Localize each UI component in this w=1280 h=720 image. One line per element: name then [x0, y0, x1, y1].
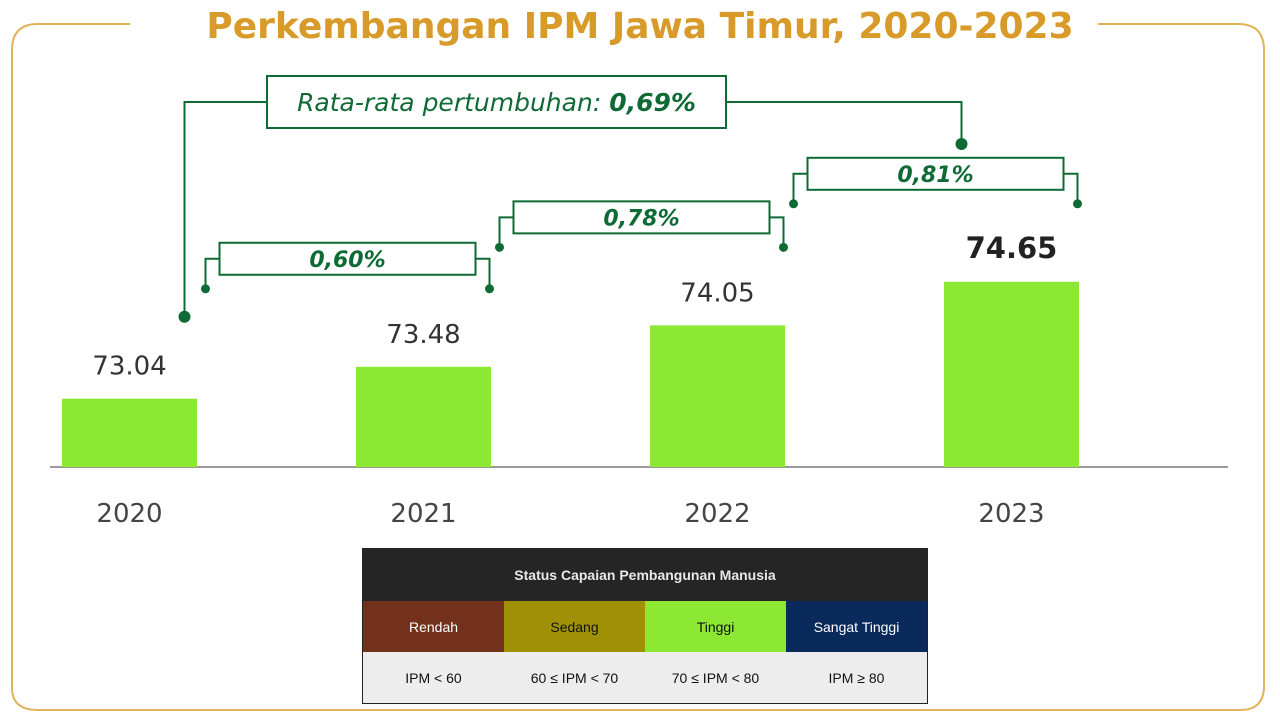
average-dot-left — [178, 310, 191, 323]
growth-box-0 — [218, 241, 477, 276]
frame-border — [11, 23, 1265, 711]
value-label-2022: 74.05 — [680, 278, 754, 308]
value-label-2023: 74.65 — [966, 231, 1058, 265]
tick-label-2022: 2022 — [684, 499, 750, 529]
growth-dot-left-0 — [201, 284, 210, 294]
average-dot-right — [955, 138, 968, 150]
growth-box-2 — [806, 156, 1065, 191]
growth-connector-left-2 — [792, 172, 808, 204]
legend-category-sedang: Sedang — [504, 601, 645, 652]
chart-title: Perkembangan IPM Jawa Timur, 2020-2023 — [206, 6, 1074, 47]
growth-dot-left-2 — [789, 199, 798, 209]
growth-label-2: 0,81% — [897, 163, 973, 188]
legend-range-sangat-tinggi: IPM ≥ 80 — [828, 669, 885, 686]
growth-label-0: 0,60% — [309, 248, 385, 273]
legend-ranges: IPM < 60 60 ≤ IPM < 70 70 ≤ IPM < 80 IPM… — [363, 652, 927, 703]
average-growth-label: Rata-rata pertumbuhan: 0,69% — [297, 88, 696, 117]
tick-label-2023: 2023 — [978, 499, 1044, 529]
value-label-2021: 73.48 — [386, 320, 460, 350]
growth-dot-right-2 — [1073, 199, 1082, 209]
legend-category-rendah: Rendah — [363, 601, 504, 652]
growth-connector-right-1 — [769, 216, 785, 248]
bar-2021 — [356, 366, 491, 467]
growth-connector-left-1 — [498, 216, 514, 248]
growth-connector-left-0 — [204, 257, 220, 289]
legend-range-tinggi: 70 ≤ IPM < 80 — [671, 669, 760, 686]
growth-connector-right-0 — [475, 257, 491, 289]
average-growth-text: Rata-rata pertumbuhan: — [297, 88, 609, 117]
growth-dot-left-1 — [495, 242, 504, 252]
growth-connector-right-2 — [1063, 172, 1079, 204]
legend-category-sangat-tinggi: Sangat Tinggi — [786, 601, 927, 652]
legend-range-sedang: 60 ≤ IPM < 70 — [530, 669, 619, 686]
average-connector-left — [183, 101, 267, 317]
tick-label-2021: 2021 — [390, 499, 456, 529]
growth-box-1 — [512, 200, 771, 235]
average-box — [266, 75, 727, 129]
growth-label-1: 0,78% — [603, 206, 679, 231]
average-connector-right — [726, 101, 963, 144]
bar-2023 — [944, 281, 1079, 467]
growth-dot-right-1 — [779, 242, 788, 252]
legend-range-rendah: IPM < 60 — [405, 669, 462, 686]
legend-category-tinggi: Tinggi — [645, 601, 786, 652]
tick-label-2020: 2020 — [96, 499, 162, 529]
bar-2020 — [62, 398, 197, 467]
legend-title: Status Capaian Pembangunan Manusia — [363, 549, 927, 601]
legend-categories: Rendah Sedang Tinggi Sangat Tinggi — [363, 601, 927, 652]
bar-2022 — [650, 325, 785, 467]
status-legend: Status Capaian Pembangunan Manusia Renda… — [362, 548, 928, 704]
average-growth-value: 0,69% — [609, 88, 696, 117]
growth-dot-right-0 — [485, 284, 494, 294]
value-label-2020: 73.04 — [92, 352, 166, 382]
